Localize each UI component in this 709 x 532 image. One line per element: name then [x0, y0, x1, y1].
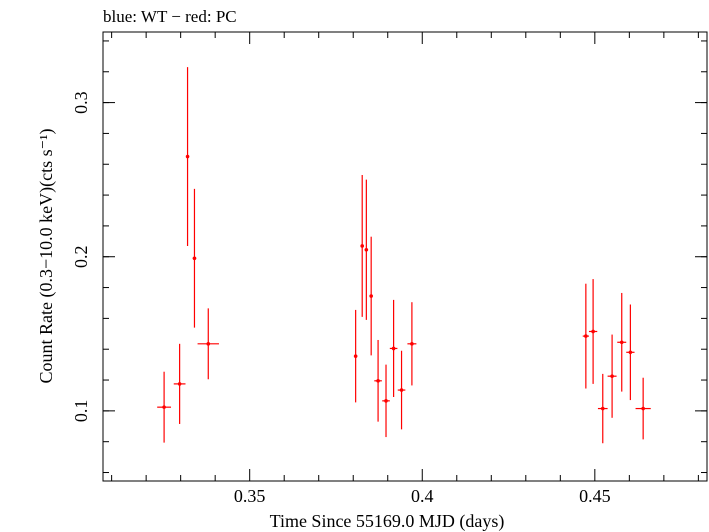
- data-point: [173, 343, 186, 424]
- data-point: [197, 308, 219, 380]
- x-tick-label: 0.45: [579, 486, 611, 506]
- data-point: [588, 279, 598, 384]
- point-marker: [628, 350, 633, 355]
- point-marker: [384, 399, 388, 403]
- point-marker: [584, 334, 588, 338]
- plot-frame: [102, 31, 708, 482]
- data-point: [407, 302, 417, 386]
- data-point: [369, 236, 373, 356]
- point-marker: [399, 388, 404, 392]
- data-point: [382, 364, 390, 438]
- point-marker: [591, 329, 595, 334]
- axis-ticks: [103, 32, 707, 481]
- data-point: [582, 283, 589, 389]
- y-tick-label: 0.2: [71, 245, 91, 268]
- point-marker: [369, 294, 373, 298]
- y-tick-label: 0.1: [71, 400, 91, 423]
- data-point: [617, 292, 627, 392]
- point-marker: [353, 354, 358, 358]
- point-marker: [185, 154, 190, 159]
- axis-tick-labels: 0.1 0.2 0.3 0.35 0.4 0.45: [71, 91, 611, 506]
- data-point: [364, 179, 369, 320]
- point-marker: [364, 247, 369, 252]
- point-marker: [391, 346, 396, 351]
- data-point: [626, 304, 635, 401]
- y-axis-title: Count Rate (0.3−10.0 keV)(cts s⁻¹): [36, 128, 57, 383]
- x-axis-title: Time Since 55169.0 MJD (days): [270, 511, 505, 532]
- point-marker: [177, 382, 182, 386]
- data-point: [360, 175, 365, 317]
- chart-title: blue: WT − red: PC: [103, 7, 237, 26]
- x-tick-label: 0.35: [234, 486, 266, 506]
- data-point: [607, 334, 617, 418]
- data-point: [374, 339, 382, 422]
- data-point: [597, 373, 608, 444]
- point-marker: [376, 379, 380, 383]
- data-point: [185, 67, 190, 246]
- point-marker: [162, 405, 166, 409]
- point-marker: [410, 342, 414, 346]
- data-point: [635, 377, 651, 440]
- data-point: [397, 350, 406, 430]
- point-marker: [600, 406, 605, 411]
- point-marker: [360, 244, 365, 248]
- data-point: [353, 309, 358, 403]
- data-point: [389, 299, 398, 397]
- x-tick-label: 0.4: [411, 486, 434, 506]
- point-marker: [192, 256, 197, 261]
- y-tick-label: 0.3: [71, 91, 91, 114]
- point-marker: [206, 342, 211, 346]
- data-points: [157, 67, 651, 444]
- point-marker: [619, 340, 624, 345]
- point-marker: [610, 374, 614, 378]
- data-point: [157, 371, 171, 443]
- point-marker: [641, 406, 645, 411]
- data-point: [192, 188, 197, 328]
